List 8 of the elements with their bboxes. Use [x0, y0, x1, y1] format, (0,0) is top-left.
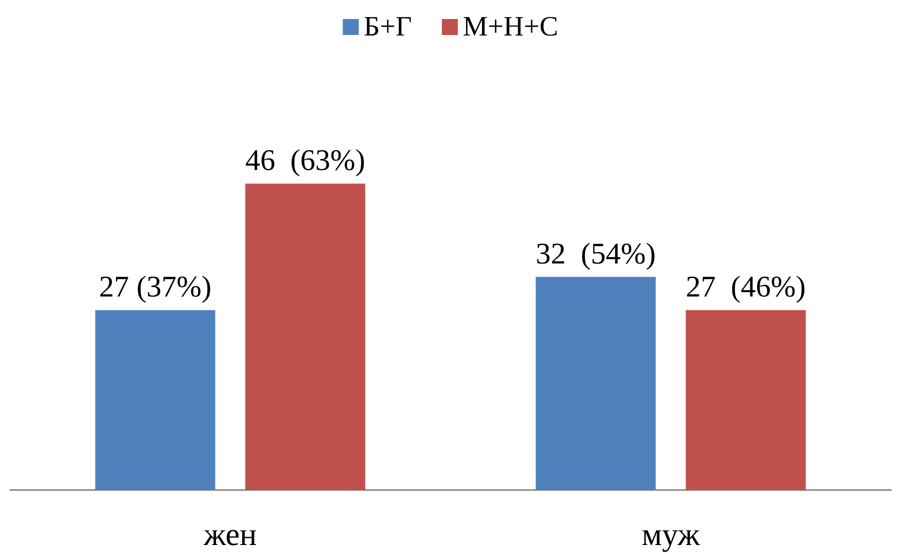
data-label: 27 (46%)	[686, 270, 806, 304]
legend-label: Б+Г	[364, 12, 412, 42]
legend-label: М+Н+С	[462, 12, 558, 42]
data-label: 27 (37%)	[99, 270, 212, 304]
data-label: 46 (63%)	[245, 144, 366, 178]
data-label: 32 (54%)	[536, 237, 656, 270]
x-tick-label: муж	[642, 516, 701, 552]
x-tick-label: жен	[202, 516, 257, 552]
